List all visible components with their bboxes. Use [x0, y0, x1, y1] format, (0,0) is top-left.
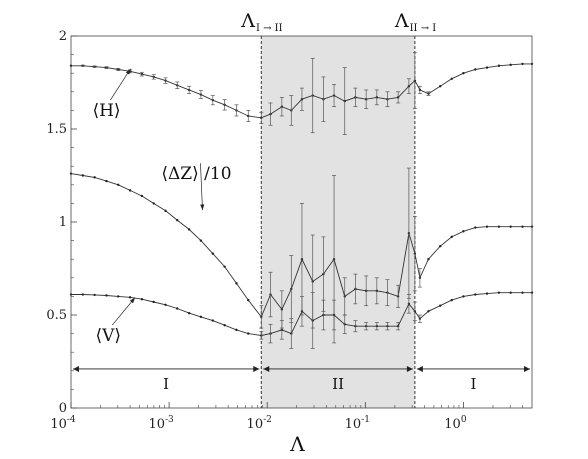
data-point — [199, 239, 203, 242]
y-tick-label-1: 0.5 — [46, 308, 67, 323]
phase-label-1: II — [332, 375, 344, 393]
data-point — [81, 174, 85, 177]
data-point — [497, 64, 501, 67]
data-point — [81, 293, 85, 296]
series-arrowhead-1 — [200, 204, 205, 211]
data-point — [450, 235, 453, 239]
data-point — [521, 291, 524, 294]
data-point — [187, 311, 191, 315]
data-point — [474, 68, 477, 71]
series-label-0: ⟨H⟩ — [92, 101, 120, 121]
data-point — [439, 304, 442, 307]
data-point — [462, 295, 465, 298]
x-tick-label-0: 10-4 — [50, 415, 76, 432]
x-tick-label-3: 10-1 — [345, 415, 370, 432]
data-point — [497, 291, 501, 294]
shaded-region-ii — [261, 36, 415, 408]
phase-arrowhead-left-2 — [416, 365, 423, 372]
y-tick-label-3: 1.5 — [46, 122, 67, 137]
data-point — [140, 194, 144, 198]
data-point — [462, 230, 465, 233]
data-point — [211, 319, 215, 322]
series-arrow-2 — [112, 297, 136, 326]
data-point — [474, 293, 477, 296]
phase-arrowhead-right-2 — [524, 365, 530, 372]
series-arrow-1 — [200, 163, 203, 211]
data-point — [521, 225, 524, 228]
data-point — [509, 63, 512, 67]
series-0 — [69, 52, 534, 135]
data-point — [427, 310, 430, 313]
data-point — [509, 225, 512, 228]
x-tick-label-4: 100 — [444, 415, 467, 432]
data-point — [485, 225, 489, 228]
data-point — [152, 202, 155, 205]
series-arrowhead-2 — [129, 297, 136, 304]
x-tick-label-1: 10-3 — [148, 415, 174, 432]
data-point — [485, 292, 489, 295]
data-point — [105, 294, 108, 297]
x-tick-label-2: 10-2 — [247, 415, 272, 432]
data-point — [117, 183, 120, 186]
data-point — [164, 209, 167, 213]
data-point — [497, 225, 501, 228]
axis-layer: 10-4 10-3 10-2 10-1 100 0 0.5 1 1.5 2 — [46, 29, 523, 432]
y-tick-label-4: 2 — [59, 29, 67, 44]
phase-label-2: I — [470, 375, 476, 393]
x-axis-label: Λ — [289, 432, 305, 456]
series-label-2: ⟨V⟩ — [96, 326, 122, 346]
phase-arrowhead-right-0 — [253, 365, 260, 372]
series-arrowhead-0 — [125, 68, 131, 75]
data-point — [485, 66, 489, 69]
y-tick-label-0: 0 — [59, 401, 67, 416]
data-point — [93, 176, 96, 179]
phase-label-0: I — [163, 375, 169, 393]
phase-arrowhead-right-1 — [406, 365, 413, 372]
series-layer — [69, 52, 534, 349]
data-point — [509, 291, 512, 294]
data-point — [427, 258, 430, 261]
data-point — [164, 303, 167, 306]
data-point — [211, 252, 215, 255]
data-point — [176, 307, 179, 310]
data-point — [474, 226, 477, 229]
data-point — [128, 189, 132, 192]
data-point — [140, 297, 144, 301]
transition-label-1: ΛII → I — [394, 10, 436, 34]
data-point — [521, 62, 524, 66]
data-point — [247, 298, 250, 302]
series-label-1: ⟨ΔZ⟩ /10 — [161, 164, 231, 184]
data-point — [235, 282, 238, 285]
y-tick-label-2: 1 — [59, 215, 67, 230]
data-point — [128, 296, 132, 299]
data-point — [223, 265, 226, 268]
data-point — [93, 293, 96, 297]
data-point — [439, 244, 442, 248]
data-point — [187, 228, 191, 231]
data-point — [176, 218, 179, 222]
data-point — [117, 295, 120, 298]
data-point — [450, 77, 453, 80]
phase-arrowhead-left-1 — [263, 365, 270, 372]
phase-layer: I II I — [73, 365, 530, 393]
data-point — [223, 324, 226, 327]
transition-label-0: ΛI → II — [240, 10, 282, 34]
label-layer: ΛI → II ΛII → I ⟨H⟩ ⟨ΔZ⟩ /10 ⟨V⟩ — [92, 10, 436, 346]
series-2 — [69, 291, 534, 349]
data-point — [462, 72, 465, 75]
data-point — [152, 300, 155, 304]
data-point — [247, 332, 250, 335]
data-point — [450, 298, 453, 302]
data-point — [199, 315, 203, 319]
data-point — [439, 85, 442, 88]
data-point — [235, 328, 238, 332]
phase-arrowhead-left-0 — [73, 365, 79, 372]
data-point — [105, 179, 108, 183]
series-arrow-0 — [110, 68, 131, 101]
